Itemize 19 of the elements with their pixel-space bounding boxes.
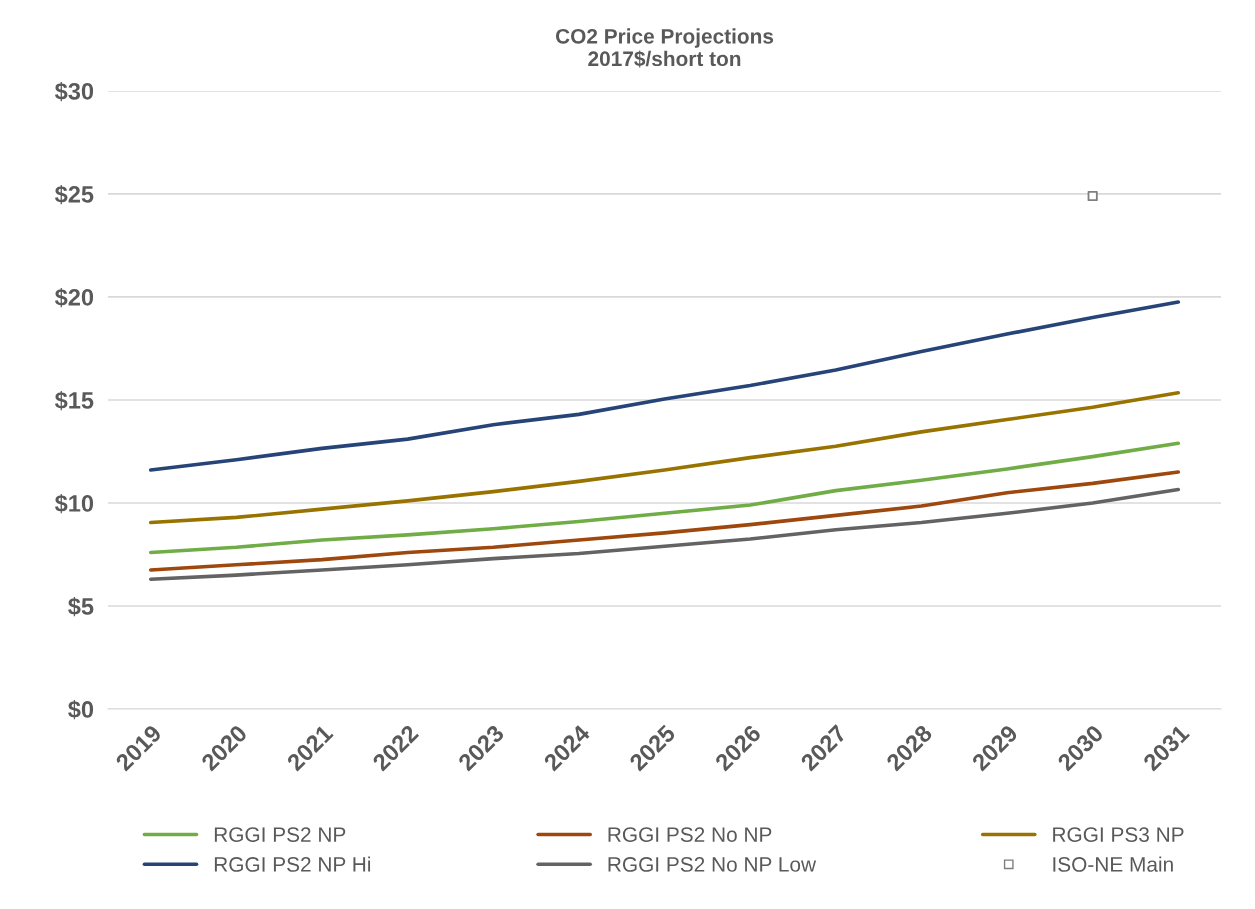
legend-label: RGGI PS2 NP Hi: [214, 856, 371, 872]
y-tick-label: $30: [54, 81, 94, 102]
y-tick-label: $5: [68, 597, 94, 617]
y-tick-label: $15: [54, 390, 94, 411]
legend-label: ISO-NE Main: [1053, 856, 1173, 872]
line-series: [148, 300, 1181, 472]
chart-title: CO2 Price Projections 2017$/short ton: [555, 28, 774, 68]
line-series: [148, 390, 1181, 525]
legend-label: RGGI PS2 No NP: [608, 827, 772, 842]
y-tick-label: $10: [54, 494, 94, 514]
y-tick-label: $25: [54, 184, 94, 205]
y-tick-label: $20: [54, 287, 94, 308]
legend-label: RGGI PS2 No NP Low: [608, 857, 817, 872]
legend-label: RGGI PS3 NP: [1053, 827, 1184, 842]
legend-label: RGGI PS2 NP: [214, 827, 346, 842]
line-series: [148, 487, 1181, 582]
line-series: [148, 441, 1181, 555]
y-tick-label: $0: [68, 700, 94, 720]
line-series: [148, 470, 1181, 572]
